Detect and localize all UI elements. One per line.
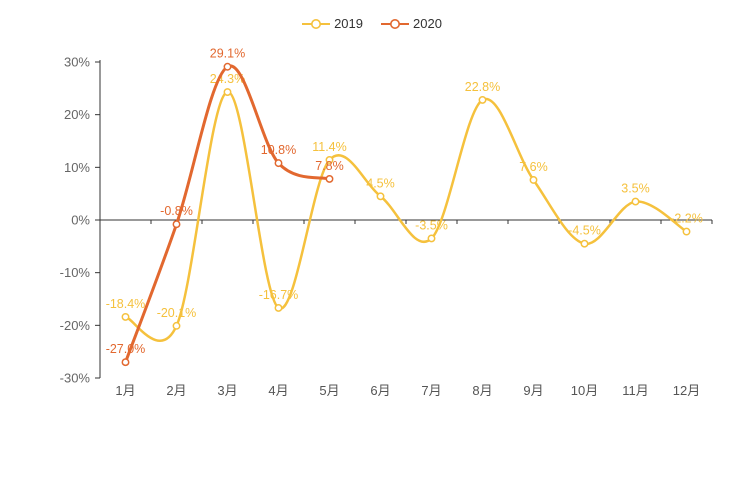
x-axis-label: 1月	[115, 383, 135, 398]
x-axis-label: 8月	[472, 383, 492, 398]
data-label-2019: 7.6%	[519, 160, 548, 174]
data-point-2019[interactable]	[121, 312, 130, 321]
data-point-2020[interactable]	[121, 358, 130, 367]
data-label-2019: -4.5%	[568, 224, 601, 238]
data-label-2020: -27.0%	[106, 342, 146, 356]
data-label-2019: 22.8%	[465, 80, 500, 94]
legend-marker-2020	[381, 18, 409, 30]
chart-legend: 2019 2020	[0, 16, 744, 31]
data-label-2020: -0.8%	[160, 204, 193, 218]
data-point-2020[interactable]	[223, 62, 232, 71]
y-axis-label: -10%	[60, 265, 91, 280]
x-axis-label: 5月	[319, 383, 339, 398]
data-point-2020[interactable]	[172, 220, 181, 229]
data-point-2020[interactable]	[274, 159, 283, 168]
y-axis-label: 0%	[71, 213, 90, 228]
legend-marker-2019	[302, 18, 331, 30]
data-label-2019: -18.4%	[106, 297, 146, 311]
legend-item-2020[interactable]: 2020	[381, 16, 442, 31]
y-axis-label: -20%	[60, 318, 91, 333]
data-label-2019: 3.5%	[621, 182, 650, 196]
x-axis-label: 12月	[673, 383, 700, 398]
y-axis-label: 30%	[64, 55, 90, 70]
data-point-2019[interactable]	[631, 197, 640, 206]
data-point-2019[interactable]	[376, 192, 385, 201]
y-axis-label: -30%	[60, 371, 91, 386]
legend-label-2019: 2019	[334, 16, 363, 31]
x-axis-label: 4月	[268, 383, 288, 398]
data-point-2019[interactable]	[427, 234, 436, 243]
y-axis-label: 10%	[64, 160, 90, 175]
x-axis-label: 3月	[217, 383, 237, 398]
legend-label-2020: 2020	[413, 16, 442, 31]
legend-item-2019[interactable]: 2019	[302, 16, 363, 31]
data-label-2020: 10.8%	[261, 143, 296, 157]
chart-canvas: 30% 20% 10% 0% -10% -20% -30% 1月 2月 3月 4月 5月 6月 7月 8月 9…	[60, 47, 713, 398]
data-point-2020[interactable]	[325, 174, 334, 183]
data-point-2019[interactable]	[682, 227, 691, 236]
data-label-2019: -16.7%	[259, 288, 299, 302]
data-point-2019[interactable]	[580, 239, 589, 248]
data-label-2020: 29.1%	[210, 47, 245, 61]
x-axis-label: 10月	[571, 383, 598, 398]
y-axis-label: 20%	[64, 107, 90, 122]
data-point-2019[interactable]	[274, 304, 283, 312]
data-label-2019: -20.1%	[157, 306, 197, 320]
x-axis-label: 6月	[370, 383, 390, 398]
data-point-2019[interactable]	[172, 321, 181, 330]
x-axis-label: 2月	[166, 383, 186, 398]
data-point-2019[interactable]	[478, 95, 487, 104]
data-label-2019: 11.4%	[312, 140, 347, 154]
data-point-2019[interactable]	[223, 88, 232, 96]
data-point-2019[interactable]	[529, 176, 538, 184]
data-label-2019: -2.2%	[670, 212, 703, 226]
x-axis-label: 7月	[421, 383, 441, 398]
data-point-2019[interactable]	[325, 156, 334, 164]
x-axis-label: 9月	[523, 383, 543, 398]
series-line-2019	[124, 90, 688, 342]
x-axis-label: 11月	[622, 383, 649, 398]
data-label-2019: -3.5%	[415, 218, 448, 232]
data-label-2020: 7.8%	[315, 159, 344, 173]
data-label-2019: 4.5%	[366, 176, 395, 190]
